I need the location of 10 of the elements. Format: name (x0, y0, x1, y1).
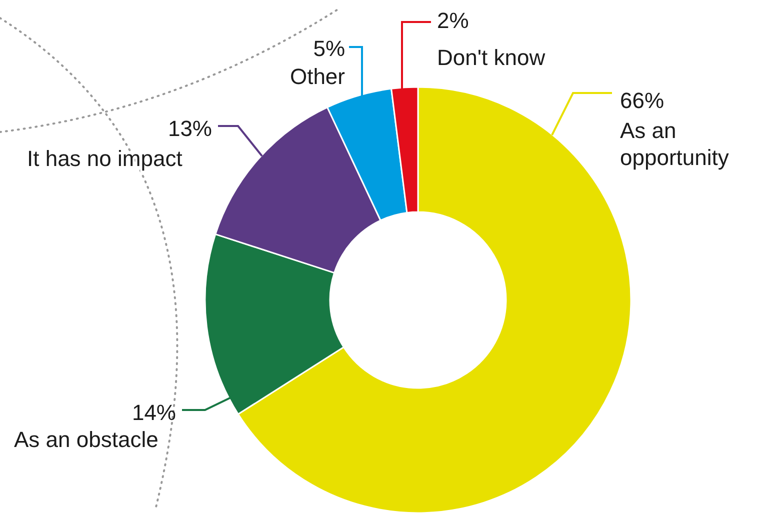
slice-label: Don't know (437, 45, 546, 70)
data-label: 13% (168, 116, 212, 141)
data-label: 5% (313, 36, 345, 61)
data-label: 14% (132, 400, 176, 425)
slice-label: Other (290, 64, 345, 89)
data-label: 66% (620, 88, 664, 113)
data-label: 2% (437, 8, 469, 33)
slice-label: As an obstacle (14, 427, 158, 452)
slice-label: As an opportunity (620, 118, 729, 170)
slice-label: It has no impact (27, 146, 182, 171)
